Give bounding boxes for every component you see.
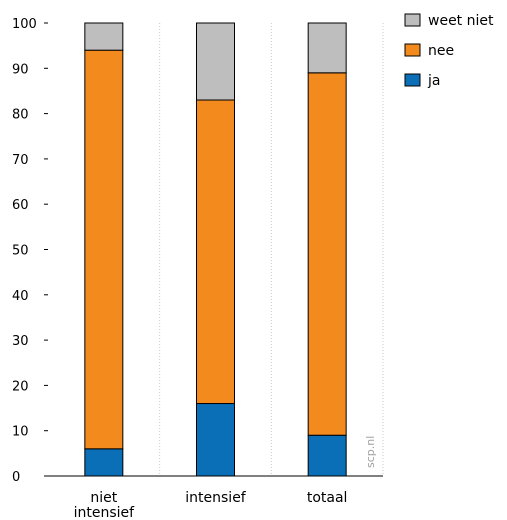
bar-nee-1 [196,99,235,405]
y-tick-label: 90 [12,62,29,77]
legend-swatch-nee [404,43,421,57]
legend-swatch-ja [404,73,421,87]
y-tick-label: 20 [12,379,29,394]
y-tick-label: 50 [12,244,29,259]
bar-ja-1 [196,403,235,477]
legend-label: ja [427,73,440,89]
watermark: scp.nl [364,436,377,468]
bar-weet-niet-0 [84,22,124,51]
y-tick-label: 80 [12,108,29,123]
bars [84,22,347,477]
grid [159,23,384,476]
x-tick-label: intensief [185,490,247,506]
legend-label: nee [428,43,454,59]
bar-weet-niet-1 [196,22,235,101]
bar-ja-2 [307,434,347,477]
y-tick-label: 70 [12,153,29,168]
legend-swatch-weet-niet [404,13,421,27]
bar-weet-niet-2 [307,22,347,74]
legend: weet niet nee ja [404,13,494,89]
legend-label: weet niet [428,13,494,29]
bar-nee-0 [84,49,124,450]
bar-nee-2 [307,72,347,436]
y-tick-label: 40 [12,289,29,304]
y-tick-label: 30 [12,334,29,349]
x-tick-label: niet intensief [74,490,136,520]
y-tick-label: 10 [12,425,29,440]
y-tick-label: 60 [12,198,29,213]
bar-ja-0 [84,448,124,477]
y-tick-label: 0 [12,470,20,485]
y-tick-label: 100 [12,17,37,32]
x-tick-label: totaal [307,490,348,506]
axes: 0 10 20 30 40 50 60 70 80 90 100 niet intensief inten… [12,17,383,520]
